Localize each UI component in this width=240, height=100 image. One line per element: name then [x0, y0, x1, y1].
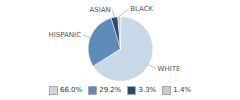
html-text:29.2%: 29.2%	[99, 86, 122, 94]
html-text:66.0%: 66.0%	[60, 86, 83, 94]
svg-text:HISPANIC: HISPANIC	[49, 31, 82, 39]
svg-text:ASIAN: ASIAN	[89, 6, 110, 14]
html-text:3.3%: 3.3%	[138, 86, 157, 94]
svg-text:WHITE: WHITE	[157, 65, 180, 73]
svg-text:BLACK: BLACK	[130, 5, 153, 13]
html-text:1.4%: 1.4%	[173, 86, 191, 94]
